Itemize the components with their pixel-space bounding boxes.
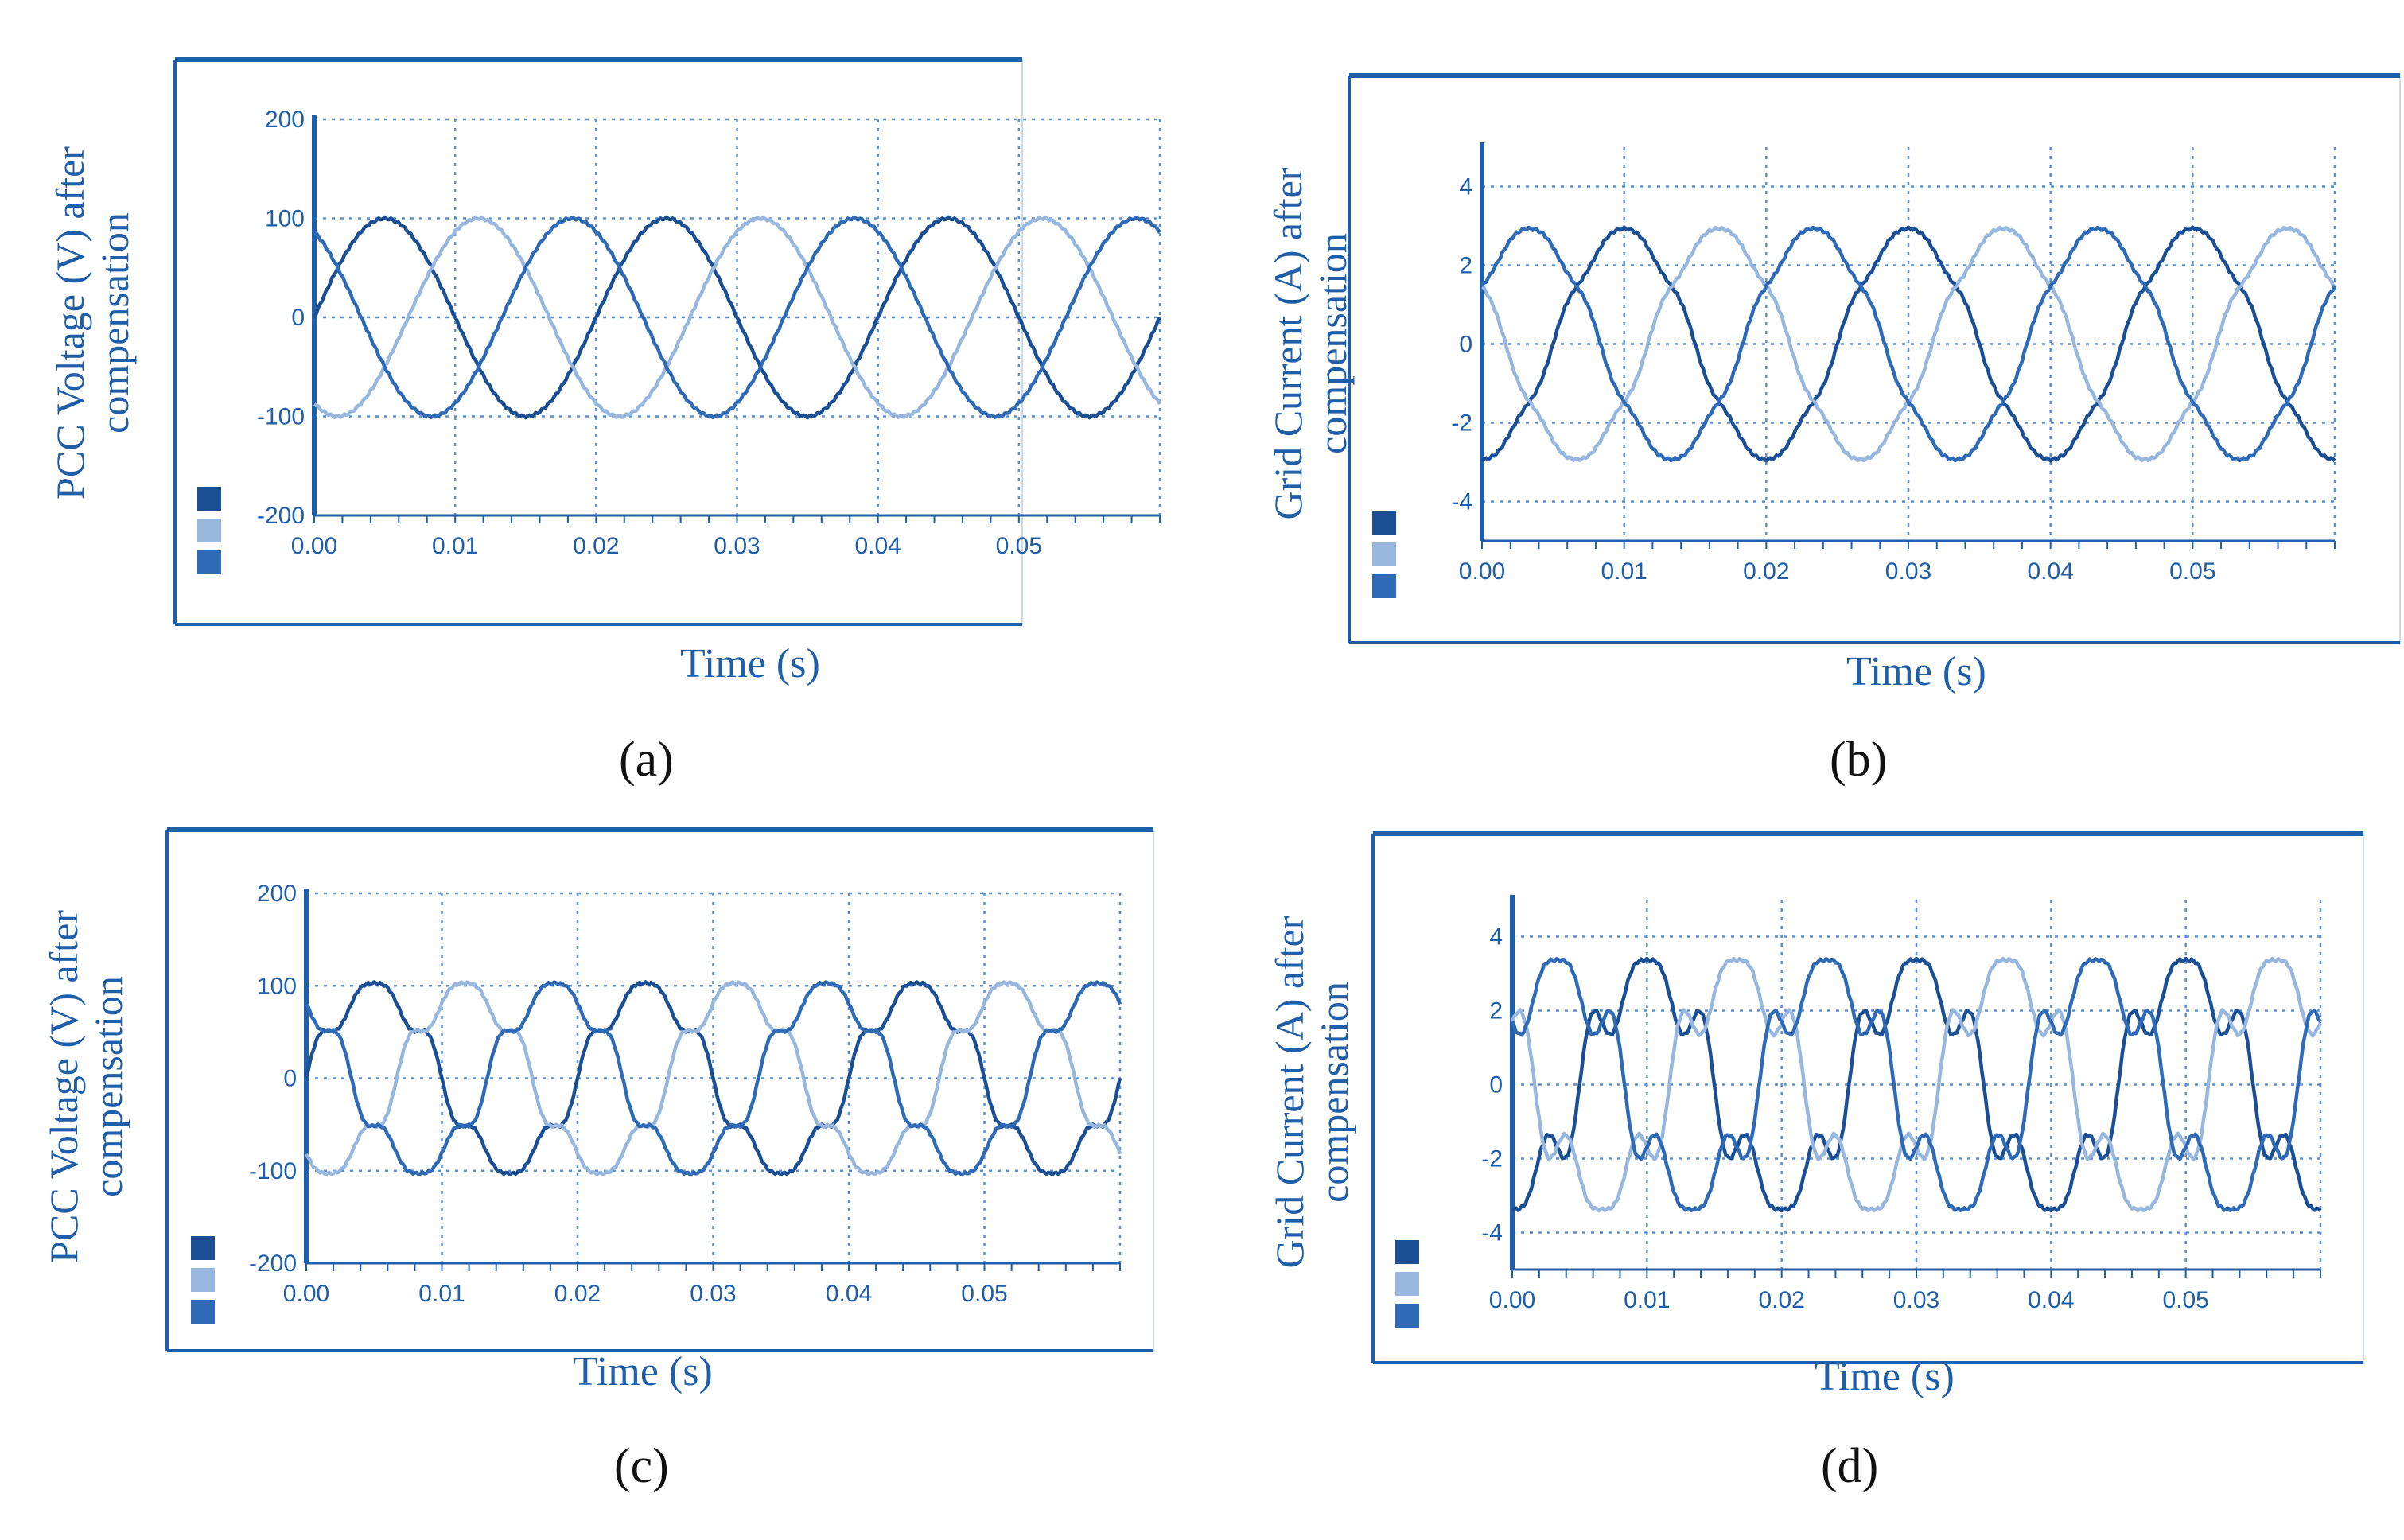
y-tick-label: 100 xyxy=(257,973,297,999)
legend-swatch xyxy=(1395,1272,1419,1296)
y-tick-label: 100 xyxy=(265,206,305,232)
figure-caption: (b) xyxy=(1830,733,1888,787)
series-line-phase-3 xyxy=(305,980,1122,1176)
legend-swatch xyxy=(197,550,221,574)
figure-caption: (a) xyxy=(619,733,674,787)
y-axis-label: PCC Voltage (V) after compensation xyxy=(48,116,143,530)
y-tick-label: -2 xyxy=(1481,1146,1503,1172)
y-axis-label-line2: compensation xyxy=(86,976,130,1197)
x-tick-label: 0.01 xyxy=(1601,558,1647,585)
chart-panel-d: 0.00 0.01 0.02 0.03 0.04 0.05 4 2 0 -2 -4 Grid Cur… xyxy=(1202,770,2404,1540)
y-axis-label-line1: Grid Current (A) after xyxy=(1267,916,1312,1269)
chart-b: 0.00 0.01 0.02 0.03 0.04 0.05 4 2 0 -2 -4 xyxy=(1348,73,2401,644)
chart-panel-c: 0.00 0.01 0.02 0.03 0.04 0.05 200 100 0 -100 -200 … xyxy=(0,770,1202,1540)
x-tick-label: 0.04 xyxy=(2027,558,2073,585)
y-tick-label: -100 xyxy=(249,1158,297,1184)
y-axis-label: Grid Current (A) after compensation xyxy=(1267,885,1363,1299)
chart-panel-b: 0.00 0.01 0.02 0.03 0.04 0.05 4 2 0 -2 -4 Grid Cur… xyxy=(1202,0,2404,787)
series-line-phase-3 xyxy=(313,215,1161,420)
legend-swatch xyxy=(1372,542,1396,566)
x-tick-label: 0.02 xyxy=(1743,558,1789,585)
chart-c: 0.00 0.01 0.02 0.03 0.04 0.05 200 100 0 -100 -200 xyxy=(165,827,1154,1352)
chart-d: 0.00 0.01 0.02 0.03 0.04 0.05 4 2 0 -2 -4 xyxy=(1371,831,2364,1364)
x-axis-label: Time (s) xyxy=(1846,649,1986,694)
x-tick-label: 0.01 xyxy=(418,1281,465,1307)
legend-swatch xyxy=(191,1300,215,1324)
y-tick-label: -200 xyxy=(257,503,305,529)
y-tick-label: 2 xyxy=(1489,998,1503,1025)
y-tick-label: 0 xyxy=(291,305,305,331)
y-tick-label: 4 xyxy=(1489,924,1503,951)
y-tick-label: 200 xyxy=(257,881,297,907)
x-tick-label: 0.01 xyxy=(1624,1287,1670,1313)
y-tick-label: 0 xyxy=(1489,1072,1503,1099)
y-axis-label-line1: Grid Current (A) after xyxy=(1266,167,1310,520)
x-tick-label: 0.03 xyxy=(1885,558,1931,585)
y-axis-label: PCC Voltage (V) after compensation xyxy=(41,880,137,1293)
legend-swatch xyxy=(1372,574,1396,598)
x-tick-label: 0.01 xyxy=(432,533,478,559)
legend-swatch xyxy=(1372,511,1396,535)
plot-frame xyxy=(1348,75,2401,644)
y-tick-label: -2 xyxy=(1451,410,1472,437)
x-tick-label: 0.05 xyxy=(2169,558,2215,585)
y-axis-label: Grid Current (A) after compensation xyxy=(1266,137,1361,550)
x-tick-label: 0.03 xyxy=(1893,1287,1939,1313)
x-tick-label: 0.04 xyxy=(826,1281,872,1307)
legend-swatch xyxy=(1395,1304,1419,1328)
y-tick-label: 4 xyxy=(1459,174,1472,200)
series-line-phase-3 xyxy=(1510,957,2322,1212)
figure-caption: (d) xyxy=(1821,1439,1879,1493)
y-tick-label: 0 xyxy=(1459,332,1472,358)
series-line-phase-3 xyxy=(1480,225,2337,463)
x-tick-label: 0.00 xyxy=(1489,1287,1535,1313)
y-axis-label-line2: compensation xyxy=(92,212,137,434)
x-tick-label: 0.02 xyxy=(573,533,619,559)
x-tick-label: 0.00 xyxy=(1459,558,1505,585)
legend-swatch xyxy=(191,1236,215,1260)
series-line-phase-1 xyxy=(1480,225,2336,463)
y-axis-label-line1: PCC Voltage (V) after xyxy=(41,910,86,1263)
series-line-phase-1 xyxy=(304,980,1122,1176)
x-axis-label: Time (s) xyxy=(573,1349,713,1394)
series-line-phase-1 xyxy=(313,215,1161,420)
chart-a: 0.00 0.01 0.02 0.03 0.04 0.05 200 100 0 -100 -200 xyxy=(173,57,1162,626)
x-tick-label: 0.02 xyxy=(554,1281,601,1307)
y-axis-label-line2: compensation xyxy=(1312,982,1356,1203)
y-tick-label: 2 xyxy=(1459,253,1472,279)
x-tick-label: 0.00 xyxy=(283,1281,329,1307)
x-tick-label: 0.02 xyxy=(1758,1287,1804,1313)
x-tick-label: 0.00 xyxy=(291,533,337,559)
y-axis-label-line1: PCC Voltage (V) after xyxy=(48,146,92,500)
series-line-phase-2 xyxy=(305,980,1122,1176)
series-line-phase-2 xyxy=(313,216,1162,419)
figure-caption: (c) xyxy=(614,1439,669,1493)
x-axis-label: Time (s) xyxy=(1815,1354,1955,1399)
x-tick-label: 0.05 xyxy=(961,1281,1007,1307)
y-tick-label: -200 xyxy=(249,1250,297,1277)
y-tick-label: 200 xyxy=(265,107,305,133)
x-tick-label: 0.05 xyxy=(2162,1287,2208,1313)
y-tick-label: -100 xyxy=(257,404,305,430)
legend-swatch xyxy=(197,519,221,542)
y-tick-label: -4 xyxy=(1451,489,1472,515)
plot-frame xyxy=(166,829,1154,1351)
y-tick-label: -4 xyxy=(1481,1220,1503,1246)
legend-swatch xyxy=(191,1268,215,1292)
x-tick-label: 0.04 xyxy=(854,533,901,559)
chart-panel-a: 0.00 0.01 0.02 0.03 0.04 0.05 200 100 0 -100 -200 … xyxy=(0,0,1202,787)
x-tick-label: 0.04 xyxy=(2028,1287,2074,1313)
x-axis-label: Time (s) xyxy=(680,641,820,686)
y-axis-label-line2: compensation xyxy=(1310,233,1355,454)
x-tick-label: 0.03 xyxy=(714,533,760,559)
plot-frame xyxy=(1372,833,2364,1363)
legend-swatch xyxy=(1395,1240,1419,1264)
x-tick-label: 0.05 xyxy=(996,533,1042,559)
legend-swatch xyxy=(197,487,221,511)
series-line-phase-1 xyxy=(1511,956,2322,1213)
x-tick-label: 0.03 xyxy=(690,1281,736,1307)
y-tick-label: 0 xyxy=(283,1066,297,1092)
